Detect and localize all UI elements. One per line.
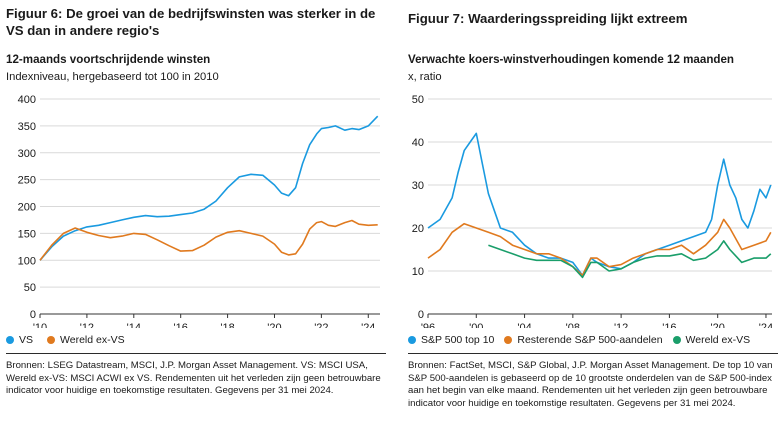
legend-dot-remaining-sp500 [504, 336, 513, 344]
y-tick-label-1-5: 50 [412, 94, 424, 106]
y-tick-label-1-0: 0 [418, 309, 424, 321]
figure-7-chart: 0 10 20 30 40 50 '96 '00 '04 '08 '12 '16 '20 '24 [412, 94, 773, 328]
legend-item-sp500-top10: S&P 500 top 10 [408, 334, 494, 346]
legend-label-remaining-sp500: Resterende S&P 500-aandelen [517, 334, 663, 346]
legend-label-sp500-top10: S&P 500 top 10 [421, 334, 495, 346]
y-tick-label-1-4: 40 [412, 137, 424, 149]
x-tick-label-1-5: '16 [662, 322, 676, 328]
figure-6-chart: 0 50 100 150 200 250 300 350 400 '10 '12 '14 '16 '18 '… [18, 94, 380, 328]
y-tick-label-0-1: 50 [24, 282, 36, 294]
figure-6-unit: Indexniveau, hergebaseerd tot 100 in 201… [6, 71, 219, 83]
y-tick-label-0-2: 100 [18, 255, 36, 267]
figure-6-title: Figuur 6: De groei van de bedrijfswinste… [6, 6, 376, 38]
y-tick-label-0-5: 250 [18, 175, 36, 187]
y-tick-label-0-0: 0 [30, 309, 36, 321]
legend-dot-sp500-top10 [408, 336, 416, 344]
x-tick-label-0-7: '24 [361, 322, 375, 328]
x-tick-label-1-7: '24 [759, 322, 773, 328]
x-tick-label-1-1: '00 [469, 322, 483, 328]
y-tick-label-0-3: 150 [18, 228, 36, 240]
legend-dot-world-ex-us-2 [672, 336, 681, 344]
legend-label-vs: VS [19, 334, 34, 346]
figure-6-legend: VS Wereld ex-VS [6, 334, 125, 346]
figure-7-divider [408, 353, 778, 354]
y-tick-label-0-6: 300 [18, 148, 36, 160]
x-tick-label-0-2: '14 [127, 322, 141, 328]
legend-dot-world-ex-us [47, 336, 56, 344]
legend-dot-vs [6, 336, 14, 344]
y-tick-label-1-2: 20 [412, 223, 424, 235]
legend-label-world-ex-us-2: Wereld ex-VS [685, 334, 751, 346]
y-tick-label-0-7: 350 [18, 121, 36, 133]
legend-item-world-ex-us: Wereld ex-VS [47, 334, 125, 346]
series-line-1-2 [488, 240, 772, 279]
series-line-1-1 [427, 218, 772, 277]
figure-7-title: Figuur 7: Waarderingsspreiding lijkt ext… [408, 11, 688, 26]
x-tick-label-0-4: '18 [220, 322, 234, 328]
x-tick-label-1-3: '08 [566, 322, 580, 328]
series-line-0-1 [39, 219, 378, 261]
figure-6-divider [6, 353, 386, 354]
figure-6-subtitle: 12-maands voortschrijdende winsten [6, 53, 211, 66]
figure-7-unit: x, ratio [408, 71, 442, 83]
y-tick-label-1-3: 30 [412, 180, 424, 192]
x-tick-label-0-5: '20 [267, 322, 281, 328]
figure-6-source: Bronnen: LSEG Datastream, MSCI, J.P. Mor… [6, 360, 381, 397]
legend-item-remaining-sp500: Resterende S&P 500-aandelen [504, 334, 663, 346]
x-tick-label-0-3: '16 [174, 322, 188, 328]
series-line-0-0 [39, 115, 379, 261]
x-tick-label-1-6: '20 [711, 322, 725, 328]
figure-7-subtitle: Verwachte koers-winstverhoudingen komend… [408, 53, 735, 66]
legend-item-world-ex-us-2: Wereld ex-VS [672, 334, 751, 346]
x-tick-label-0-1: '12 [80, 322, 94, 328]
y-tick-label-0-8: 400 [18, 94, 36, 106]
x-tick-label-1-2: '04 [517, 322, 531, 328]
x-tick-label-0-0: '10 [33, 322, 47, 328]
x-tick-label-1-0: '96 [421, 322, 435, 328]
x-tick-label-0-6: '22 [314, 322, 328, 328]
series-line-1-0 [427, 132, 772, 277]
y-tick-label-0-4: 200 [18, 202, 36, 214]
y-tick-label-1-1: 10 [412, 266, 424, 278]
figure-7-legend: S&P 500 top 10 Resterende S&P 500-aandel… [408, 334, 750, 346]
figure-7-source: Bronnen: FactSet, MSCI, S&P Global, J.P.… [408, 360, 773, 409]
legend-label-world-ex-us: Wereld ex-VS [60, 334, 125, 346]
legend-item-vs: VS [6, 334, 33, 346]
x-tick-label-1-4: '12 [614, 322, 628, 328]
